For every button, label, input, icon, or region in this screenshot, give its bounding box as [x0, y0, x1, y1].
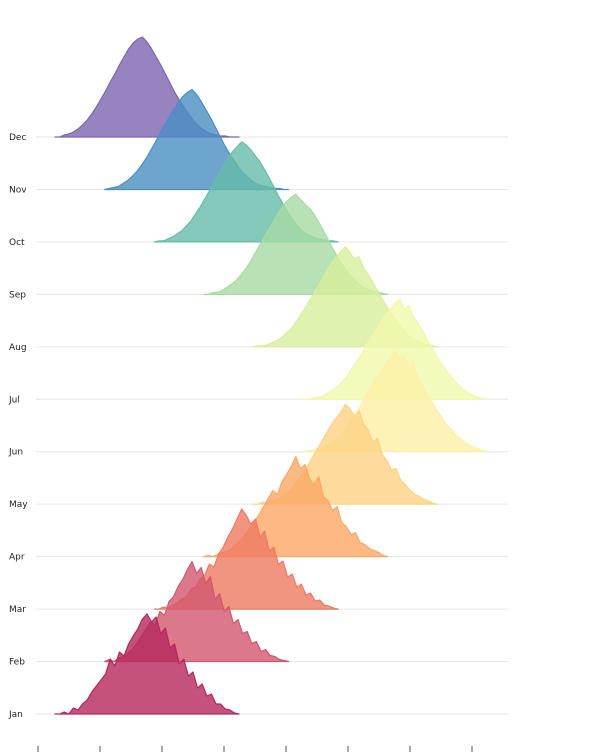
- y-label-mar: Mar: [9, 605, 26, 615]
- y-label-sep: Sep: [9, 290, 26, 300]
- y-label-jan: Jan: [8, 710, 23, 720]
- ridge-jul: [302, 298, 488, 400]
- ridges: [54, 36, 488, 715]
- y-label-feb: Feb: [9, 658, 25, 668]
- y-label-apr: Apr: [9, 553, 25, 563]
- y-label-aug: Aug: [9, 343, 27, 353]
- y-axis-labels: Jan Feb Mar Apr May Jun Jul Aug Sep Oct Nov Dec: [8, 133, 28, 720]
- y-label-dec: Dec: [9, 133, 26, 143]
- y-label-jul: Jul: [8, 395, 20, 405]
- y-label-nov: Nov: [9, 185, 27, 195]
- y-label-may: May: [9, 500, 28, 510]
- x-axis-ticks: [37, 746, 473, 752]
- y-label-jun: Jun: [8, 448, 23, 458]
- ridge-jan: [54, 613, 240, 715]
- y-label-oct: Oct: [9, 238, 25, 248]
